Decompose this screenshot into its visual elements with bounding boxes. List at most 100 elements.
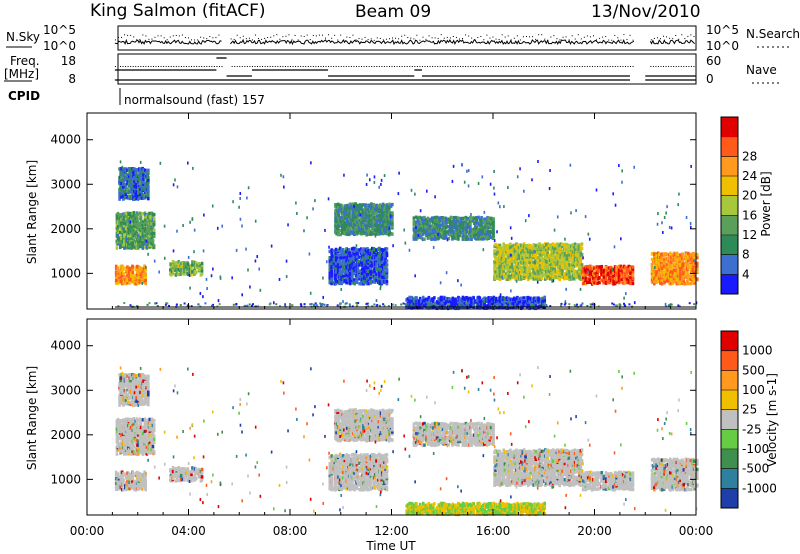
power-cell [438,228,442,232]
power-cell [387,220,391,224]
noise-search-dot [446,36,448,38]
power-cell [580,252,584,257]
nave-dot [254,66,256,67]
power-cell [359,282,363,286]
freq-right-tick-bottom: 0 [706,72,714,86]
power-cell [186,262,190,266]
power-cell [375,214,379,218]
power-cell [129,266,133,271]
power-cell [355,223,359,228]
power-cell [191,263,194,267]
nave-dot [328,66,330,67]
power-cell [660,278,664,282]
power-cell [350,217,353,221]
noise-search-dot [197,39,199,41]
power-cell [148,232,152,236]
power-cell [338,259,342,263]
power-cell [141,184,144,189]
noise-search-dot [200,36,202,38]
power-cell [133,273,136,278]
power-cell [386,218,390,222]
nave-dot [361,66,363,67]
power-cell [123,221,126,226]
power-cell [372,221,375,225]
power-cell [550,271,553,276]
power-cell [693,269,697,274]
power-cell [662,270,666,274]
power-cell [180,261,183,266]
power-cell [413,220,416,224]
power-cell [352,232,356,237]
power-cell [340,272,343,277]
power-cell [452,215,456,220]
power-cell [483,306,486,310]
power-cell [132,238,136,243]
nave-dot [675,66,677,67]
nave-dot [465,66,467,67]
power-cell [330,281,333,286]
power-cell [144,281,147,286]
power-cell [348,252,352,257]
power-cell [494,276,497,281]
power-cell [682,282,686,286]
power-cell [132,192,136,197]
power-cell [656,263,660,268]
power-cell [538,242,541,246]
nave-dot [665,66,667,67]
noise-search-dot [212,37,214,39]
nave-dot [500,66,502,67]
power-cell [373,232,377,236]
power-cell [124,167,128,171]
power-cell [118,194,121,199]
power-cell [135,185,138,189]
power-cell [127,233,131,237]
power-cell [379,229,383,233]
power-cell [509,257,512,262]
nave-dot [142,66,144,67]
power-cell [550,259,553,264]
power-cell [532,251,535,255]
power-cell [345,247,348,251]
power-cell [378,281,382,286]
power-cell [360,258,364,262]
nave-dot [627,66,629,67]
power-cell [338,249,342,254]
noise-search-dot [504,36,506,38]
power-cell [343,252,347,257]
power-cell [344,204,347,208]
power-cell [525,272,529,276]
power-cell [152,219,156,224]
power-cell [366,225,370,230]
power-cell [334,266,338,271]
power-cell [469,215,472,220]
power-cell [477,230,480,234]
power-cell [352,213,355,217]
power-cell [676,256,680,260]
power-cell [680,281,684,285]
power-cell [612,279,615,283]
power-cell [558,251,561,256]
power-cell [457,232,460,236]
nave-dot [269,66,271,67]
noise-search-dot [121,36,123,38]
power-cell [367,261,370,265]
noise-search-dot [413,38,415,40]
power-cell [367,248,370,253]
power-cell [612,271,615,275]
power-cell [200,272,204,276]
power-cell [139,242,143,246]
power-cell [334,264,338,268]
power-cell [375,203,379,208]
power-cell [357,212,361,217]
noise-search-dot [114,39,116,41]
power-cell [539,263,542,268]
power-cell [689,252,693,257]
power-cell [433,230,437,234]
power-cell [507,271,511,275]
power-cell [475,225,479,230]
nave-dot [688,66,690,67]
power-cell [122,167,125,171]
power-cell [679,257,682,262]
power-cell [132,186,136,191]
power-cell [352,227,356,231]
